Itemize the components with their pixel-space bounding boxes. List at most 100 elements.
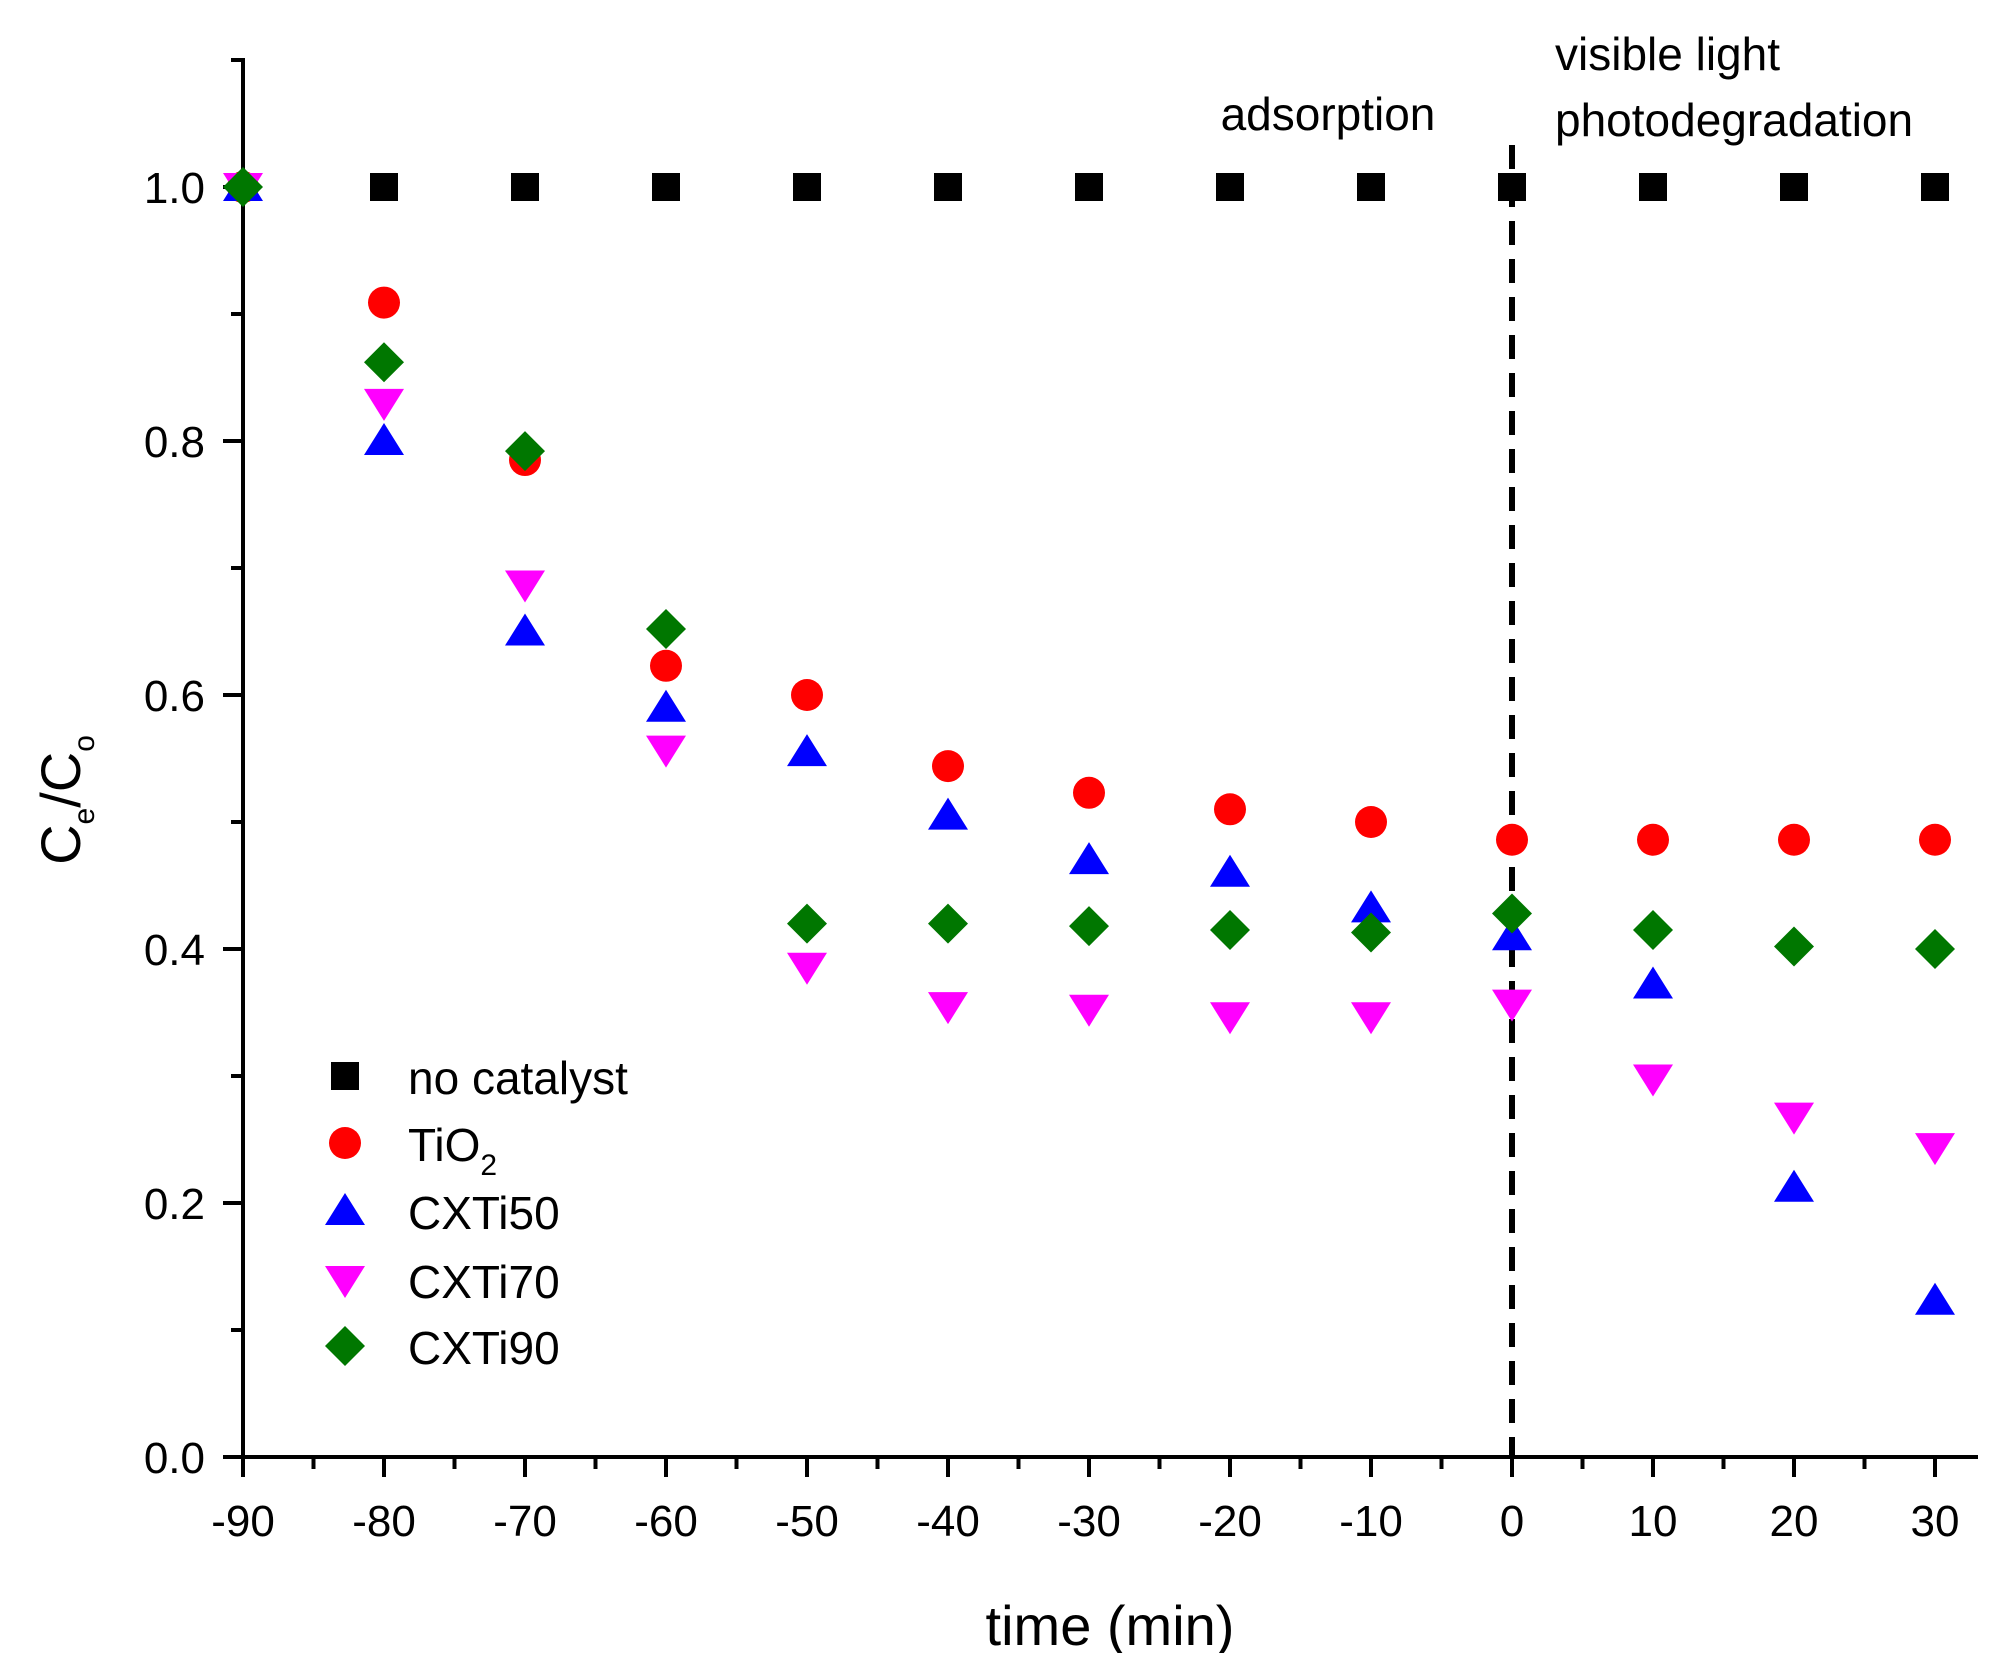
- x-tick-label: -70: [493, 1497, 557, 1546]
- point-cxti70: [1069, 994, 1109, 1027]
- point-cxti90: [1069, 906, 1109, 947]
- point-cxti50: [1492, 918, 1532, 951]
- point-tio: [932, 750, 964, 783]
- annotation-photodegradation: photodegradation: [1555, 94, 1913, 146]
- x-tick-label: -80: [352, 1497, 416, 1546]
- point-cxti50: [1351, 890, 1391, 923]
- point-cxti50: [787, 734, 827, 767]
- legend-marker-no-catalyst: [331, 1062, 359, 1090]
- point-cxti50: [1210, 854, 1250, 887]
- point-cxti70: [1633, 1064, 1673, 1097]
- point-cxti70: [1774, 1102, 1814, 1135]
- point-no-catalyst: [1357, 173, 1385, 201]
- point-tio: [1214, 793, 1246, 826]
- point-tio: [1919, 823, 1951, 856]
- point-cxti50: [646, 689, 686, 722]
- legend-marker-cxti90: [325, 1326, 365, 1366]
- y-tick-label: 0.4: [144, 926, 205, 975]
- y-tick-label: 0.6: [144, 672, 205, 721]
- legend-label-cxti90: CXTi90: [408, 1322, 560, 1374]
- point-cxti70: [1915, 1133, 1955, 1166]
- point-tio: [1496, 823, 1528, 856]
- x-tick-label: 0: [1500, 1497, 1524, 1546]
- point-tio: [1778, 823, 1810, 856]
- legend-label-cxti50: CXTi50: [408, 1187, 560, 1239]
- point-cxti50: [505, 613, 545, 646]
- x-tick-label: -40: [916, 1497, 980, 1546]
- point-tio: [791, 679, 823, 711]
- point-cxti70: [1351, 1002, 1391, 1035]
- point-cxti70: [1210, 1002, 1250, 1035]
- point-no-catalyst: [1216, 173, 1244, 201]
- legend-label-cxti70: CXTi70: [408, 1256, 560, 1308]
- x-tick-label: 10: [1629, 1497, 1678, 1546]
- point-cxti90: [505, 431, 545, 472]
- point-cxti50: [1915, 1282, 1955, 1315]
- point-cxti70: [505, 570, 545, 603]
- point-cxti90: [646, 608, 686, 649]
- x-tick-label: -60: [634, 1497, 698, 1546]
- point-cxti90: [1492, 893, 1532, 934]
- legend-marker-cxti50: [325, 1193, 365, 1225]
- legend-label-subscript: 2: [480, 1149, 497, 1182]
- point-no-catalyst: [1921, 173, 1949, 201]
- point-cxti90: [1774, 926, 1814, 967]
- y-axis-title-sep: /C: [29, 752, 92, 808]
- y-axis-title-sub2: o: [68, 735, 101, 752]
- axes: [241, 58, 1978, 1459]
- point-cxti90: [787, 903, 827, 944]
- point-cxti90: [1210, 909, 1250, 950]
- tick-labels: -90 -80 -70 -60 -50 -40 -30 -20 -10 0 10 20 30 0.0 0.2…: [144, 164, 1960, 1546]
- x-tick-label: 20: [1770, 1497, 1819, 1546]
- y-axis-title: Ce/Co: [29, 735, 101, 865]
- legend-marker-cxti70: [325, 1266, 365, 1298]
- point-cxti90: [223, 167, 263, 207]
- legend-label-tio: TiO2: [408, 1119, 497, 1182]
- point-tio: [368, 286, 400, 319]
- data-points: [223, 167, 1955, 1315]
- point-cxti50: [364, 423, 404, 455]
- point-cxti70: [1492, 989, 1532, 1022]
- point-no-catalyst: [793, 173, 821, 201]
- legend-label-no-catalyst: no catalyst: [408, 1052, 628, 1104]
- annotation-adsorption: adsorption: [1221, 88, 1436, 140]
- x-tick-label: -30: [1057, 1497, 1121, 1546]
- point-cxti90: [1915, 929, 1955, 969]
- y-axis-title-sub1: e: [68, 808, 101, 825]
- point-cxti90: [364, 342, 404, 383]
- y-tick-label: 0.8: [144, 418, 205, 467]
- y-axis-title-main: C: [29, 824, 92, 864]
- point-no-catalyst: [1075, 173, 1103, 201]
- annotation-visible-light: visible light: [1555, 28, 1780, 80]
- legend-marker-tio: [329, 1127, 361, 1159]
- point-no-catalyst: [1498, 173, 1526, 201]
- point-no-catalyst: [511, 173, 539, 201]
- point-tio: [650, 649, 682, 682]
- point-cxti90: [1633, 909, 1673, 950]
- y-tick-label: 1.0: [144, 164, 205, 213]
- point-cxti70: [646, 735, 686, 768]
- x-tick-label: 30: [1911, 1497, 1960, 1546]
- point-cxti70: [364, 388, 404, 421]
- point-cxti50: [1774, 1169, 1814, 1202]
- point-no-catalyst: [934, 173, 962, 201]
- x-axis-title: time (min): [986, 1594, 1235, 1653]
- point-cxti70: [928, 992, 968, 1025]
- point-cxti90: [928, 903, 968, 944]
- point-cxti50: [1633, 966, 1673, 999]
- x-tick-label: -20: [1198, 1497, 1262, 1546]
- point-no-catalyst: [370, 173, 398, 201]
- x-tick-label: -90: [211, 1497, 275, 1546]
- point-cxti90: [1351, 912, 1391, 953]
- point-no-catalyst: [1780, 173, 1808, 201]
- point-tio: [1637, 823, 1669, 856]
- y-tick-label: 0.2: [144, 1180, 205, 1229]
- y-tick-label: 0.0: [144, 1434, 205, 1483]
- x-tick-label: -50: [775, 1497, 839, 1546]
- point-tio: [1073, 776, 1105, 809]
- point-tio: [1355, 806, 1387, 838]
- point-cxti50: [928, 797, 968, 830]
